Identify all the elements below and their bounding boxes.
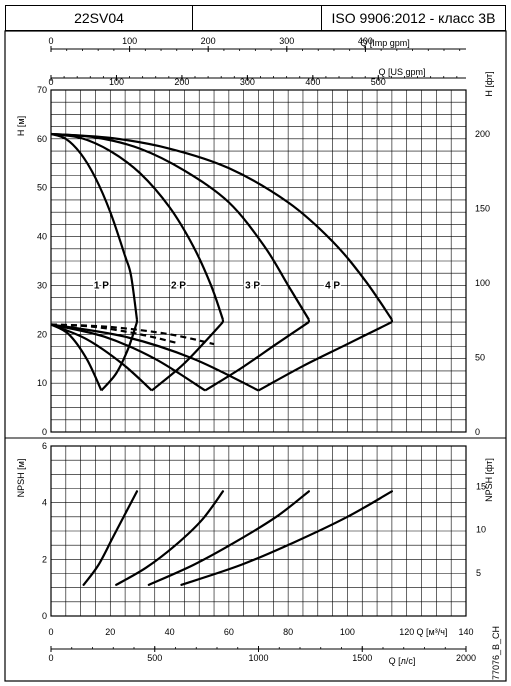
frame-layer [4,30,507,682]
npsh-curve-4p [180,490,393,586]
top-imp-tick-label: 200 [201,36,216,46]
npsh-curve-1p [82,490,139,586]
h-left-tick-label: 30 [37,280,47,290]
curve-label-2p: 2 P [171,280,186,291]
top-us-tick-label: 400 [305,77,320,87]
top-imp-tick-label: 300 [279,36,294,46]
bottom-ls-axis-label: Q [л/с] [389,656,416,666]
npsh-left-axis-label: NPSH [м] [16,459,26,498]
outer-frame [4,30,507,682]
curve-label-1p: 1 P [94,280,109,291]
bottom-m3h-tick-label: 140 [458,627,473,637]
top-us-axis-label: Q [US gpm] [378,67,425,77]
drawing-code: 77076_B_CH [491,626,501,680]
bottom-m3h-tick-label: 120 [399,627,414,637]
h-right-tick-label: 150 [475,204,490,214]
npsh-left-tick-label: 4 [42,498,47,508]
h-right-tick-label: 100 [475,278,490,288]
npsh-left-tick-label: 6 [42,441,47,451]
bottom-ls-tick-label: 500 [147,653,162,663]
top-us-tick-label: 200 [174,77,189,87]
bottom-ls-tick-label: 1500 [352,653,372,663]
top-imp-tick-label: 100 [122,36,137,46]
npsh-plot-frame [50,445,467,617]
efficiency-curve-2p [50,323,153,392]
h-left-tick-label: 50 [37,183,47,193]
bottom-m3h-tick-label: 80 [283,627,293,637]
h-left-tick-label: 10 [37,378,47,388]
top-us-tick-label: 300 [240,77,255,87]
npsh-right-tick-label: 10 [476,525,486,535]
h-left-axis-label: H [м] [16,116,26,136]
efficiency-curve-4p [50,323,259,392]
npsh-right-tick-label: 5 [476,568,481,578]
h-left-tick-label: 40 [37,232,47,242]
h-right-axis-label: H [фт] [484,71,494,96]
npsh-curve-3p [147,490,310,586]
top-imp-tick-label: 400 [358,36,373,46]
h-left-tick-label: 70 [37,85,47,95]
curves-layer [50,132,393,586]
bottom-m3h-tick-label: 60 [224,627,234,637]
head-plot-frame [50,89,467,433]
npsh-right-tick-label: 15 [476,481,486,491]
curve-label-3p: 3 P [245,280,260,291]
top-imp-tick-label: 0 [48,36,53,46]
h-left-tick-label: 60 [37,134,47,144]
bottom-m3h-axis-label: Q [м³/ч] [417,627,448,637]
h-right-tick-label: 0 [475,427,480,437]
dashed-curve [50,323,176,344]
top-us-tick-label: 500 [371,77,386,87]
bottom-m3h-tick-label: 20 [105,627,115,637]
npsh-curve-2p [115,490,225,586]
head-curve-2p [50,132,224,320]
h-right-tick-label: 50 [475,353,485,363]
head-curve-4p [50,132,393,321]
dashed-curve [50,323,215,346]
top-imp-axis-label: Q [Imp gpm] [360,38,410,48]
bottom-ls-tick-label: 2000 [456,653,476,663]
efficiency-curve-3p [204,321,310,392]
h-left-tick-label: 0 [42,427,47,437]
efficiency-curve-2p [151,321,224,392]
bottom-m3h-tick-label: 40 [165,627,175,637]
bottom-ls-tick-label: 0 [48,653,53,663]
h-right-tick-label: 200 [475,129,490,139]
head-curve-1p [50,132,139,320]
efficiency-curve-4p [257,321,393,392]
top-us-tick-label: 100 [109,77,124,87]
bottom-m3h-tick-label: 100 [340,627,355,637]
npsh-left-tick-label: 2 [42,554,47,564]
top-us-tick-label: 0 [48,77,53,87]
h-left-tick-label: 20 [37,329,47,339]
npsh-right-axis-label: NPSH [фт] [484,458,494,502]
npsh-left-tick-label: 0 [42,611,47,621]
curve-label-4p: 4 P [325,280,340,291]
efficiency-curve-3p [50,323,206,392]
head-curve-3p [50,132,310,321]
bottom-ls-tick-label: 1000 [248,653,268,663]
bottom-m3h-tick-label: 0 [48,627,53,637]
